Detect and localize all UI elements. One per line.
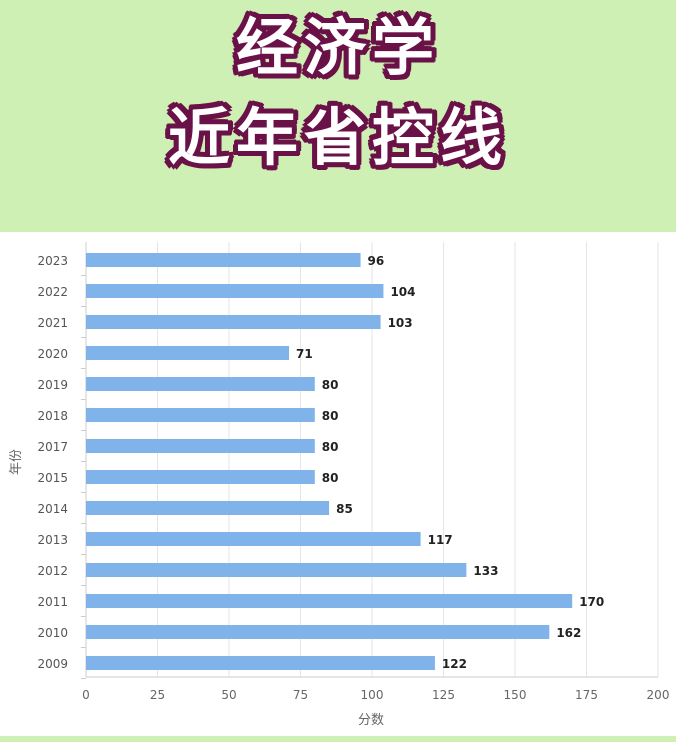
bar-2013 (86, 532, 421, 546)
x-tick-label: 75 (293, 688, 308, 702)
bar-2014 (86, 501, 330, 515)
y-tick-label-2010: 2010 (37, 626, 68, 640)
y-tick-labels: 2023 2022 2021 2020 2019 2018 2017 2015 2014 2013… (37, 254, 68, 671)
y-tick-label-2022: 2022 (37, 285, 68, 299)
bar-2017 (86, 439, 315, 453)
title-line-1: 经济学 (235, 11, 440, 84)
value-label-2019: 80 (322, 378, 339, 392)
value-label-2011: 170 (579, 595, 604, 609)
bar-2020 (86, 346, 290, 360)
value-label-2010: 162 (556, 626, 581, 640)
title-line-2: 近年省控线 (167, 101, 508, 174)
title-banner: 经济学 近年省控线 (0, 0, 676, 232)
x-tick-label: 150 (504, 688, 527, 702)
bar-2009 (86, 656, 435, 670)
value-label-2014: 85 (336, 502, 353, 516)
x-tick-label: 25 (150, 688, 165, 702)
value-label-2020: 71 (296, 347, 313, 361)
y-tick-label-2012: 2012 (37, 564, 68, 578)
y-axis-title: 年份 (9, 449, 24, 475)
y-tick-label-2020: 2020 (37, 347, 68, 361)
bar-2019 (86, 377, 315, 391)
gridlines (157, 242, 659, 677)
y-tick-label-2011: 2011 (37, 595, 68, 609)
x-tick-label: 100 (361, 688, 384, 702)
value-label-2017: 80 (322, 440, 339, 454)
axes (81, 242, 658, 679)
y-tick-label-2014: 2014 (37, 502, 68, 516)
y-tick-label-2018: 2018 (37, 409, 68, 423)
bars: 96 104 103 71 80 80 80 80 85 117 133 170 162 122 (86, 253, 604, 671)
value-label-2013: 117 (428, 533, 453, 547)
y-tick-label-2023: 2023 (37, 254, 68, 268)
y-tick-label-2021: 2021 (37, 316, 68, 330)
value-label-2012: 133 (473, 564, 498, 578)
x-tick-label: 175 (575, 688, 598, 702)
bottom-strip (0, 736, 676, 742)
bar-2022 (86, 284, 384, 298)
x-tick-label: 50 (221, 688, 236, 702)
y-tick-label-2015: 2015 (37, 471, 68, 485)
bar-2018 (86, 408, 315, 422)
bar-2011 (86, 594, 573, 608)
value-label-2009: 122 (442, 657, 467, 671)
bar-2012 (86, 563, 467, 577)
value-label-2023: 96 (368, 254, 385, 268)
y-tick-label-2013: 2013 (37, 533, 68, 547)
value-label-2015: 80 (322, 471, 339, 485)
y-tick-label-2017: 2017 (37, 440, 68, 454)
value-label-2018: 80 (322, 409, 339, 423)
x-tick-labels: 0 25 50 75 100 125 150 175 200 (82, 688, 669, 702)
bar-2021 (86, 315, 381, 329)
bar-chart: 96 104 103 71 80 80 80 80 85 117 133 170 162 122 2023… (0, 232, 676, 742)
x-axis-title: 分数 (358, 713, 384, 728)
x-tick-label: 125 (432, 688, 455, 702)
y-tick-label-2009: 2009 (37, 657, 68, 671)
bar-chart-svg: 96 104 103 71 80 80 80 80 85 117 133 170 162 122 2023… (9, 242, 669, 728)
bar-2015 (86, 470, 315, 484)
y-tick-label-2019: 2019 (37, 378, 68, 392)
x-tick-label: 0 (82, 688, 90, 702)
value-label-2021: 103 (388, 316, 413, 330)
bar-2023 (86, 253, 361, 267)
bar-2010 (86, 625, 550, 639)
x-tick-label: 200 (647, 688, 670, 702)
value-label-2022: 104 (390, 285, 415, 299)
